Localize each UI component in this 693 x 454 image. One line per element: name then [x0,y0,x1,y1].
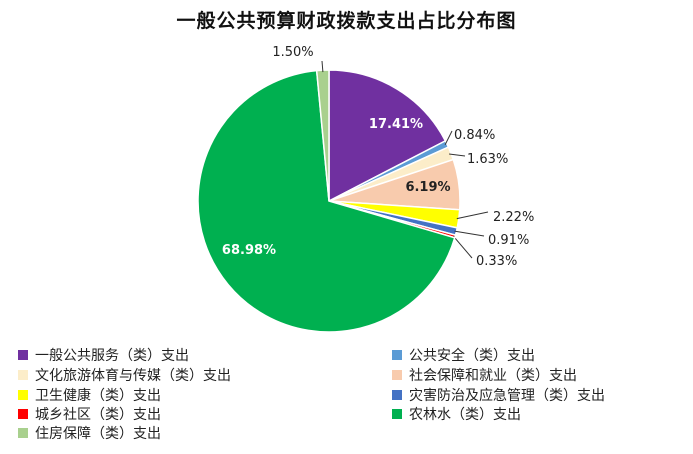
leader-line-6 [454,230,485,237]
legend-swatch [18,428,28,438]
legend-label: 卫生健康（类）支出 [35,388,161,404]
leader-line-5 [456,211,489,220]
chart-title: 一般公共预算财政拨款支出占比分布图 [176,10,517,32]
legend-swatch [392,409,402,419]
legend-swatch [18,370,28,380]
data-label-7: 0.33% [476,254,517,269]
legend-label: 住房保障（类）支出 [35,426,161,442]
legend-item-2: 公共安全（类）支出 [392,346,535,364]
legend-label: 城乡社区（类）支出 [35,407,161,423]
legend-label: 公共安全（类）支出 [409,348,535,364]
pie-plot-area: 17.41% 0.84% 1.63% 6.19% 2.22% 0.91% 0.33% 68.9… [197,45,534,333]
legend-item-8: 农林水（类）支出 [392,405,521,423]
legend-item-1: 一般公共服务（类）支出 [18,346,189,364]
legend-item-6: 灾害防治及应急管理（类）支出 [392,386,605,404]
data-label-9: 1.50% [272,45,313,60]
legend-swatch [392,350,402,360]
data-label-5: 2.22% [493,210,534,225]
legend-label: 文化旅游体育与传媒（类）支出 [35,368,231,384]
legend-item-4: 社会保障和就业（类）支出 [392,366,577,384]
pie-slice-1 [328,69,447,203]
legend-label: 社会保障和就业（类）支出 [409,368,577,384]
data-label-6: 0.91% [488,233,529,248]
leader-line-2 [444,130,453,146]
data-label-4: 6.19% [405,180,450,195]
legend-label: 灾害防治及应急管理（类）支出 [409,388,605,404]
leader-line-3 [449,153,466,157]
pie-slice-8 [197,69,456,333]
legend-label: 一般公共服务（类）支出 [35,348,189,364]
legend-item-9: 住房保障（类）支出 [18,424,161,442]
legend-item-7: 城乡社区（类）支出 [18,405,161,423]
data-label-8: 68.98% [222,243,276,258]
legend-item-5: 卫生健康（类）支出 [18,386,161,404]
data-label-1: 17.41% [369,117,423,132]
legend-item-3: 文化旅游体育与传媒（类）支出 [18,366,231,384]
leader-line-7 [452,235,473,259]
legend-label: 农林水（类）支出 [409,407,521,423]
data-label-3: 1.63% [467,152,508,167]
data-label-2: 0.84% [454,128,495,143]
legend-swatch [392,390,402,400]
legend-swatch [18,350,28,360]
legend-swatch [18,409,28,419]
legend-swatch [392,370,402,380]
legend-swatch [18,390,28,400]
leader-line-9 [321,60,324,73]
